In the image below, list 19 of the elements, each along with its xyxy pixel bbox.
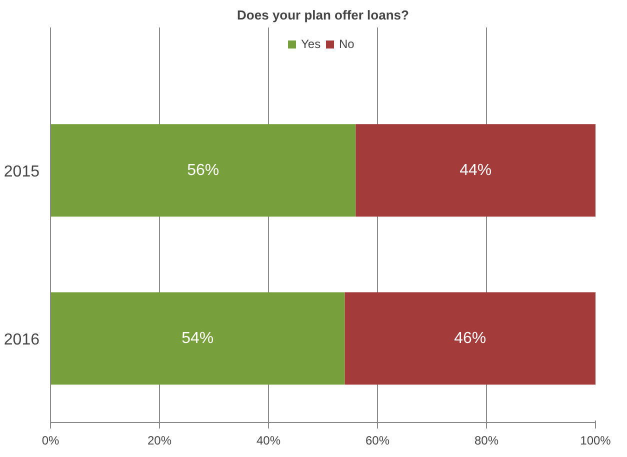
- data-label: 44%: [460, 162, 492, 179]
- x-tick-label: 60%: [365, 434, 390, 448]
- x-tick-label: 100%: [580, 434, 612, 448]
- data-label: 54%: [182, 330, 214, 347]
- chart-title: Does your plan offer loans?: [237, 8, 410, 22]
- legend-label: No: [339, 37, 356, 51]
- bar: [50, 292, 345, 385]
- legend-label: Yes: [301, 37, 321, 51]
- x-tick-label: 80%: [474, 434, 499, 448]
- bar: [356, 124, 596, 217]
- y-tick-label: 2015: [4, 163, 40, 180]
- x-tick-label: 40%: [256, 434, 281, 448]
- x-tick-label: 0%: [42, 434, 60, 448]
- y-tick-label: 2016: [4, 331, 40, 348]
- data-label: 46%: [454, 330, 486, 347]
- bar: [50, 124, 356, 217]
- x-tick-label: 20%: [147, 434, 172, 448]
- data-label: 56%: [187, 162, 220, 179]
- bar: [344, 292, 596, 385]
